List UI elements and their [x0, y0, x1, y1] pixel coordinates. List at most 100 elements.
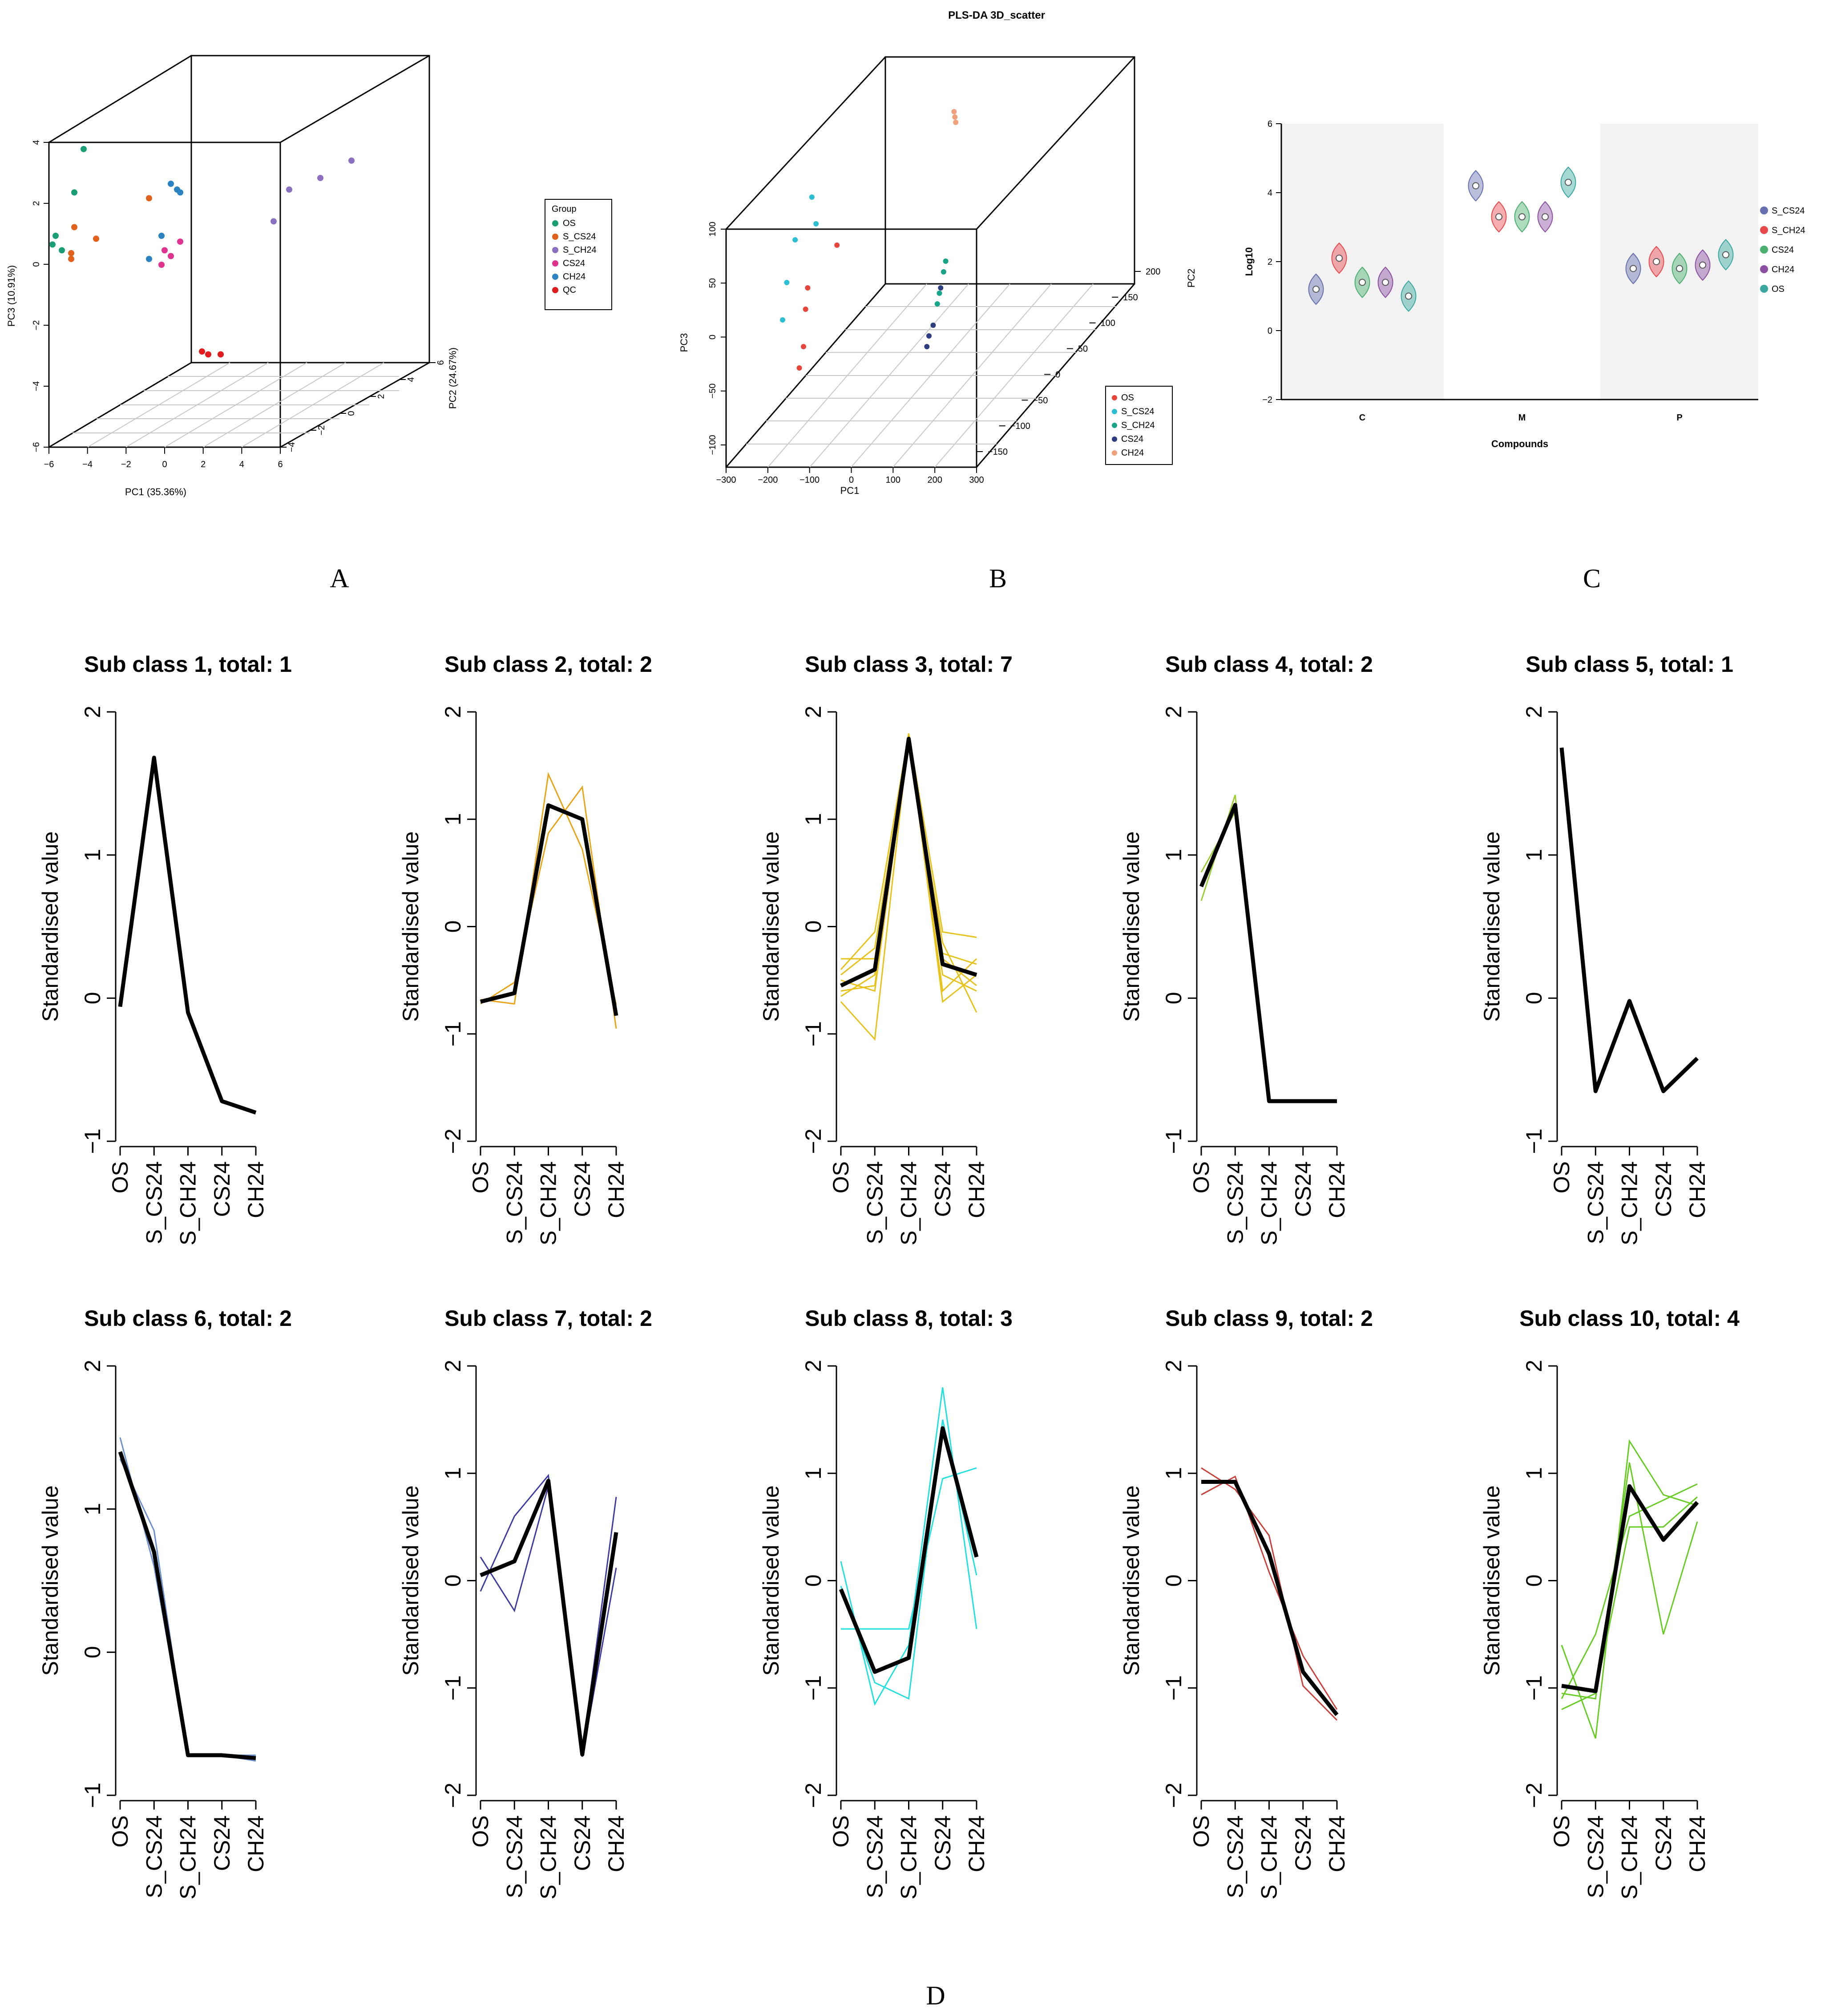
- subclass-title: Sub class 1, total: 1: [84, 652, 292, 677]
- panel-a-legend-label: QC: [563, 285, 576, 295]
- panel-b-y-label: PC3: [678, 333, 690, 352]
- panel-b-point: [951, 109, 957, 114]
- subclass-x-tick-label: CH24: [1324, 1161, 1349, 1218]
- subclass-x-tick-label: CH24: [243, 1815, 268, 1872]
- subclass-title: Sub class 5, total: 1: [1526, 652, 1733, 677]
- panel-b-x-tick-label: 0: [849, 475, 854, 485]
- panel-b-point: [834, 242, 840, 248]
- subclass-x-tick-label: S_CH24: [536, 1815, 561, 1899]
- panel-b-x-tick-label: −200: [758, 475, 778, 485]
- subclass-y-tick-label: 1: [801, 1467, 826, 1479]
- subclass-mean-line: [1199, 803, 1337, 1103]
- panel-b-z-label: PC2: [1186, 269, 1197, 288]
- panel-c-violins: [1308, 166, 1734, 312]
- subclass-x-tick-label: CH24: [964, 1815, 989, 1872]
- panel-b-point: [941, 269, 946, 275]
- subclass-x-tick-label: S_CS24: [1583, 1815, 1608, 1898]
- subclass-x-tick-label: OS: [108, 1161, 133, 1193]
- subclass-member-line: [1201, 1467, 1338, 1721]
- panel-a-point: [49, 241, 56, 248]
- subclass-member-line: [480, 1474, 617, 1753]
- panel-a-x-tick-label: 2: [201, 460, 206, 469]
- panel-b-floor-grid: [746, 283, 1116, 468]
- subclass-x-tick-label: S_CS24: [862, 1161, 887, 1244]
- panel-b-z-tick-label: −100: [1010, 421, 1030, 431]
- panel-b-point: [809, 194, 815, 200]
- panel-c-legend-marker: [1760, 285, 1768, 293]
- subclass-x-tick-label: S_CH24: [1257, 1815, 1282, 1899]
- subclass-y-tick-label: −2: [440, 1128, 465, 1154]
- subclass-y-tick-label: 2: [1161, 706, 1186, 718]
- subclass-y-tick-label: 2: [80, 706, 105, 718]
- subclass-x-tick-label: OS: [108, 1815, 133, 1847]
- subclass-title: Sub class 10, total: 4: [1519, 1306, 1740, 1331]
- panel-b-y-tick-label: −100: [708, 435, 718, 455]
- subclass-y-tick-label: −1: [1161, 1128, 1186, 1154]
- panel-c-violin-median: [1542, 213, 1549, 221]
- subclass-y-label: Standardised value: [38, 831, 63, 1022]
- panel-b-x-label: PC1: [840, 485, 860, 496]
- panel-a-point: [158, 262, 165, 268]
- subclass-y-tick-label: −1: [801, 1675, 826, 1701]
- panel-b-x-tick-label: 300: [969, 475, 984, 485]
- panel-a-x-tick-label: 0: [162, 460, 167, 469]
- subclass-member-line: [119, 1458, 256, 1762]
- subclass-member-line: [1200, 810, 1337, 1102]
- panel-b-z-tick-label: 50: [1078, 344, 1088, 354]
- panel-b-box-back: [884, 56, 1135, 285]
- panel-a-point: [93, 235, 99, 242]
- panel-a-point: [286, 186, 292, 193]
- panel-a-x-tick-label: 4: [239, 460, 244, 469]
- subclass-x-tick-label: CS24: [930, 1815, 955, 1871]
- subclass-member-line: [1561, 1483, 1698, 1699]
- panel-b-z-ticks: −150 −100 −50 0 50 100 150 200: [977, 267, 1160, 457]
- panel-b-point: [943, 259, 949, 264]
- panel-a-y-tick-label: −4: [32, 381, 41, 392]
- subclass-y-tick-label: 2: [80, 1360, 105, 1372]
- subclass-member-line: [840, 739, 977, 992]
- panel-c-x-label: Compounds: [1491, 438, 1548, 449]
- panel-a-point: [162, 247, 168, 254]
- panel-c-violin-median: [1699, 261, 1706, 269]
- subclass-member-line: [840, 737, 977, 993]
- subclass-y-tick-label: 1: [1522, 1467, 1546, 1479]
- panel-a-y-tick-label: 0: [32, 262, 41, 267]
- panel-a-z-tick-label: −4: [287, 442, 297, 452]
- subclass-x-tick-label: CH24: [243, 1161, 268, 1218]
- panel-b-point: [924, 344, 930, 349]
- subclass-y-tick-label: 0: [440, 1575, 465, 1587]
- panel-c-legend-label: CH24: [1772, 265, 1794, 275]
- subclass-title: Sub class 7, total: 2: [444, 1306, 652, 1331]
- subclass-y-label: Standardised value: [1479, 831, 1504, 1022]
- panel-c-violin-median: [1312, 286, 1320, 293]
- subclass-member-line: [840, 733, 977, 970]
- panel-b-legend-marker: [1112, 436, 1117, 442]
- subclass-mean-line: [839, 1426, 979, 1674]
- subclass-x-tick-label: OS: [828, 1815, 853, 1847]
- subclass-x-tick-label: CH24: [1685, 1815, 1710, 1872]
- panel-a-y-ticks: −6 −4 −2 0 2 4: [32, 140, 49, 452]
- subclass-x-tick-label: S_CH24: [1617, 1161, 1642, 1245]
- panel-c-y-tick-label: 6: [1268, 119, 1272, 129]
- subclass-y-tick-label: 0: [1161, 1575, 1186, 1587]
- panel-a-point: [158, 233, 165, 239]
- subclass-y-label: Standardised value: [759, 1485, 783, 1676]
- panel-b-legend-marker: [1112, 395, 1117, 400]
- subclass-plot: Sub class 6, total: 2 Standardised value −…: [38, 1306, 292, 1899]
- panel-c-violin-median: [1518, 213, 1526, 221]
- subclass-y-tick-label: −2: [801, 1782, 826, 1808]
- panel-b-box-front: [725, 228, 977, 468]
- panel-a-point: [168, 253, 174, 259]
- panel-b-y-tick-label: 0: [708, 335, 718, 339]
- subclass-y-tick-label: 1: [1161, 849, 1186, 861]
- subclass-x-tick-label: CH24: [604, 1815, 629, 1872]
- panel-c-violin-median: [1472, 182, 1479, 190]
- panel-a-point: [199, 348, 205, 355]
- subclass-plot: Sub class 4, total: 2 Standardised value −…: [1119, 652, 1373, 1245]
- panel-c-violin-median: [1565, 178, 1572, 186]
- subclass-x-tick-label: CH24: [604, 1161, 629, 1218]
- panel-a-point: [71, 189, 77, 196]
- subclass-mean-line: [118, 1451, 256, 1760]
- subclass-x-tick-label: S_CS24: [862, 1815, 887, 1898]
